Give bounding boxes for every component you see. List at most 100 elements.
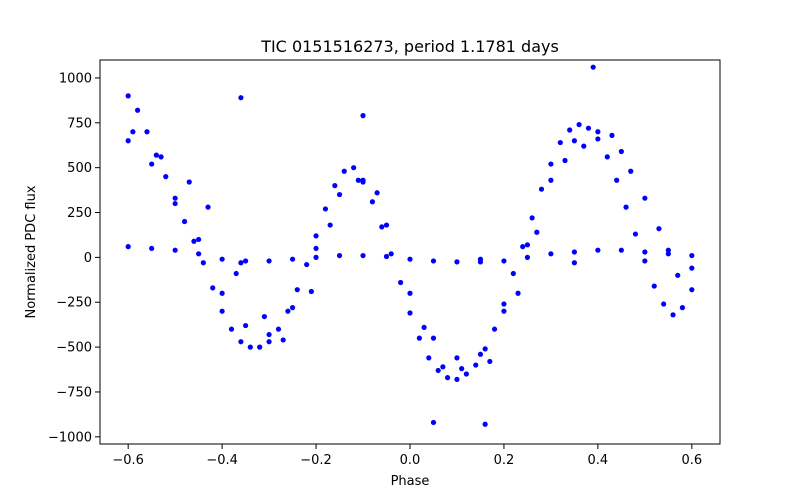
data-point — [163, 174, 169, 180]
data-point — [275, 326, 282, 332]
data-point — [243, 322, 249, 329]
data-point — [661, 301, 667, 307]
data-point — [548, 161, 554, 167]
data-point — [383, 222, 390, 228]
data-point — [524, 242, 531, 248]
data-point — [327, 222, 333, 228]
data-point — [196, 236, 202, 243]
data-point — [219, 308, 225, 314]
data-point — [308, 288, 314, 295]
data-point — [477, 259, 484, 265]
data-point — [421, 324, 427, 330]
data-point — [567, 127, 573, 133]
data-point — [341, 168, 347, 174]
data-point — [595, 129, 601, 135]
data-point — [186, 179, 192, 185]
data-point — [430, 419, 437, 426]
data-point — [196, 251, 202, 257]
data-point — [153, 152, 159, 158]
data-point — [336, 191, 343, 198]
data-point — [243, 258, 249, 264]
data-point — [689, 287, 695, 293]
data-point — [501, 258, 507, 264]
data-point — [125, 244, 131, 250]
data-point — [571, 249, 577, 255]
data-point — [134, 107, 141, 113]
x-tick-label: −0.4 — [206, 453, 238, 468]
data-point — [604, 154, 610, 160]
data-point — [576, 121, 582, 128]
data-point — [289, 256, 296, 262]
data-point — [675, 272, 681, 278]
data-point — [665, 251, 671, 257]
data-point — [454, 355, 460, 361]
data-point — [360, 252, 366, 259]
data-point — [383, 253, 390, 260]
data-point — [440, 364, 446, 370]
data-point — [322, 206, 329, 212]
data-point — [191, 238, 197, 244]
data-point — [562, 157, 568, 164]
data-point — [219, 290, 225, 296]
data-point — [557, 139, 563, 146]
data-point — [285, 308, 291, 314]
data-point — [238, 260, 244, 266]
data-point — [210, 285, 216, 291]
data-point — [651, 283, 657, 289]
data-point — [313, 245, 319, 252]
data-point — [294, 287, 300, 293]
data-point — [304, 261, 310, 268]
x-axis: −0.6 −0.4 −0.2 0.0 0.2 0.4 0.6 — [112, 444, 702, 468]
data-point — [407, 310, 413, 316]
data-point — [665, 247, 671, 253]
data-point — [444, 375, 451, 381]
data-point — [247, 344, 253, 350]
plot-frame — [99, 59, 721, 445]
data-point — [266, 339, 272, 345]
data-point — [548, 251, 554, 257]
data-point — [689, 265, 695, 271]
data-point — [501, 308, 507, 314]
data-point — [172, 200, 178, 207]
data-point — [571, 138, 577, 144]
data-point — [369, 199, 376, 205]
data-point — [238, 95, 244, 101]
data-point — [149, 245, 155, 252]
y-tick-label: −500 — [56, 341, 92, 356]
data-point — [355, 177, 361, 183]
data-point — [632, 231, 639, 237]
data-point — [379, 224, 385, 230]
data-point — [172, 195, 178, 201]
data-point — [374, 190, 380, 196]
data-point — [351, 165, 357, 171]
data-point — [689, 252, 695, 259]
data-point — [261, 313, 267, 320]
x-tick-label: 0.0 — [400, 453, 421, 468]
data-point — [581, 143, 587, 149]
data-point — [430, 335, 437, 341]
data-point — [459, 366, 465, 372]
y-tick-label: 0 — [84, 251, 92, 266]
data-point — [388, 251, 394, 257]
data-point — [585, 125, 592, 131]
data-point — [515, 290, 521, 296]
data-point — [398, 279, 404, 286]
data-point — [228, 326, 235, 332]
data-point — [181, 218, 188, 225]
data-point — [233, 270, 239, 277]
data-point — [656, 226, 662, 232]
data-point — [130, 129, 136, 135]
data-point — [571, 260, 577, 266]
y-tick-label: −1000 — [48, 430, 92, 445]
x-axis-label: Phase — [391, 474, 430, 489]
data-point — [520, 244, 526, 250]
data-point — [360, 113, 366, 119]
y-tick-label: 750 — [67, 116, 92, 131]
data-point — [628, 168, 634, 174]
y-axis: 1000 750 500 250 0 −250 −500 −750 −1000 — [48, 71, 100, 445]
data-point — [482, 346, 488, 352]
data-point — [679, 305, 686, 311]
y-axis-label: Normalized PDC flux — [24, 185, 39, 318]
data-point — [595, 247, 601, 253]
